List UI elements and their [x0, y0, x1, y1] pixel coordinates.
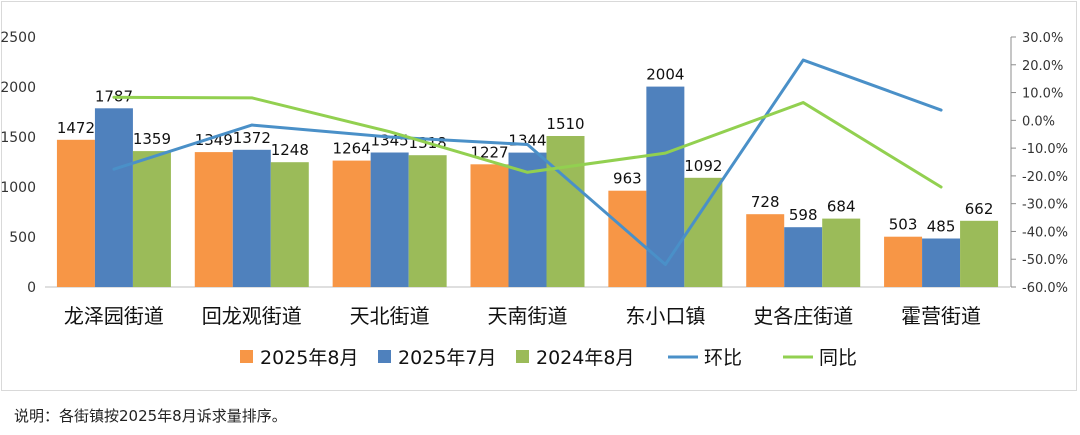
y-tick-label: 1500: [0, 130, 36, 146]
y-tick-label: 1000: [0, 180, 36, 196]
legend-swatch: [516, 350, 529, 363]
series-line: [112, 58, 943, 266]
bar: [370, 152, 409, 287]
bar: [784, 227, 823, 287]
bar: [332, 160, 371, 287]
bar-data-label: 684: [827, 198, 856, 216]
bar: [56, 139, 95, 287]
bar-data-label: 1359: [133, 130, 171, 148]
y2-tick-label: -50.0%: [1022, 253, 1068, 268]
x-category-label: 霍营街道: [901, 304, 981, 328]
x-category-label: 回龙观街道: [202, 304, 302, 328]
bar: [822, 218, 861, 287]
bar: [94, 108, 133, 287]
bar: [746, 214, 785, 287]
bar: [960, 220, 999, 287]
bar-data-label: 1510: [546, 115, 584, 133]
bar: [684, 177, 723, 287]
legend-label: 同比: [819, 347, 857, 369]
bar-data-label: 1344: [508, 132, 546, 150]
bar-data-label: 1372: [233, 129, 271, 147]
bar: [646, 86, 685, 287]
bar: [884, 236, 923, 287]
y2-tick-label: -30.0%: [1022, 198, 1068, 213]
bar-data-label: 485: [927, 218, 956, 236]
chart-frame: [1, 1, 1077, 391]
bar-data-label: 2004: [646, 66, 684, 84]
y2-tick-label: 0.0%: [1022, 114, 1055, 129]
bar: [132, 151, 171, 287]
bar-data-label: 1472: [57, 119, 95, 137]
x-category-label: 天南街道: [488, 304, 568, 328]
legend-label: 环比: [704, 347, 742, 369]
bar-data-label: 963: [613, 170, 642, 188]
y-tick-label: 2000: [0, 80, 36, 96]
bar: [470, 164, 509, 287]
y2-tick-label: -10.0%: [1022, 142, 1068, 157]
x-category-label: 史各庄街道: [753, 304, 853, 328]
legend-label: 2025年7月: [398, 347, 496, 369]
bar-data-label: 598: [789, 206, 818, 224]
y2-tick-label: 20.0%: [1022, 59, 1063, 74]
legend-label: 2024年8月: [536, 347, 634, 369]
bar-data-label: 1248: [271, 141, 309, 159]
bar: [232, 149, 271, 287]
legend-swatch: [378, 350, 391, 363]
combo-bar-line-chart: 0 500 1000 1500 2000 2500 -60.0% -50.0% -40.0% -3…: [0, 30, 1068, 369]
bar: [608, 190, 647, 287]
y2-tick-label: 10.0%: [1022, 87, 1063, 102]
y2-tick-label: -20.0%: [1022, 170, 1068, 185]
series-line: [112, 95, 943, 189]
y2-tick-label: -60.0%: [1022, 281, 1068, 296]
bar: [546, 136, 585, 287]
bar: [194, 152, 233, 287]
bar-data-label: 1092: [684, 157, 722, 175]
bar-data-label: 662: [965, 200, 994, 218]
bar-data-label: 728: [751, 193, 780, 211]
y2-tick-label: -40.0%: [1022, 225, 1068, 240]
bar: [408, 155, 447, 287]
bar: [270, 162, 309, 287]
legend-swatch: [240, 350, 253, 363]
footnote: 说明：各街镇按2025年8月诉求量排序。: [14, 407, 287, 425]
bar: [508, 152, 547, 287]
bar: [922, 238, 961, 287]
x-category-label: 天北街道: [350, 304, 430, 328]
y-tick-label: 2500: [0, 30, 36, 46]
x-category-label: 龙泽园街道: [64, 304, 164, 328]
y-tick-label: 500: [9, 230, 36, 246]
bar-data-label: 1264: [333, 140, 371, 158]
x-category-label: 东小口镇: [625, 304, 705, 328]
y-tick-label: 0: [27, 280, 36, 296]
y2-tick-label: 30.0%: [1022, 31, 1063, 46]
legend-label: 2025年8月: [260, 347, 358, 369]
bar-data-label: 503: [889, 216, 918, 234]
